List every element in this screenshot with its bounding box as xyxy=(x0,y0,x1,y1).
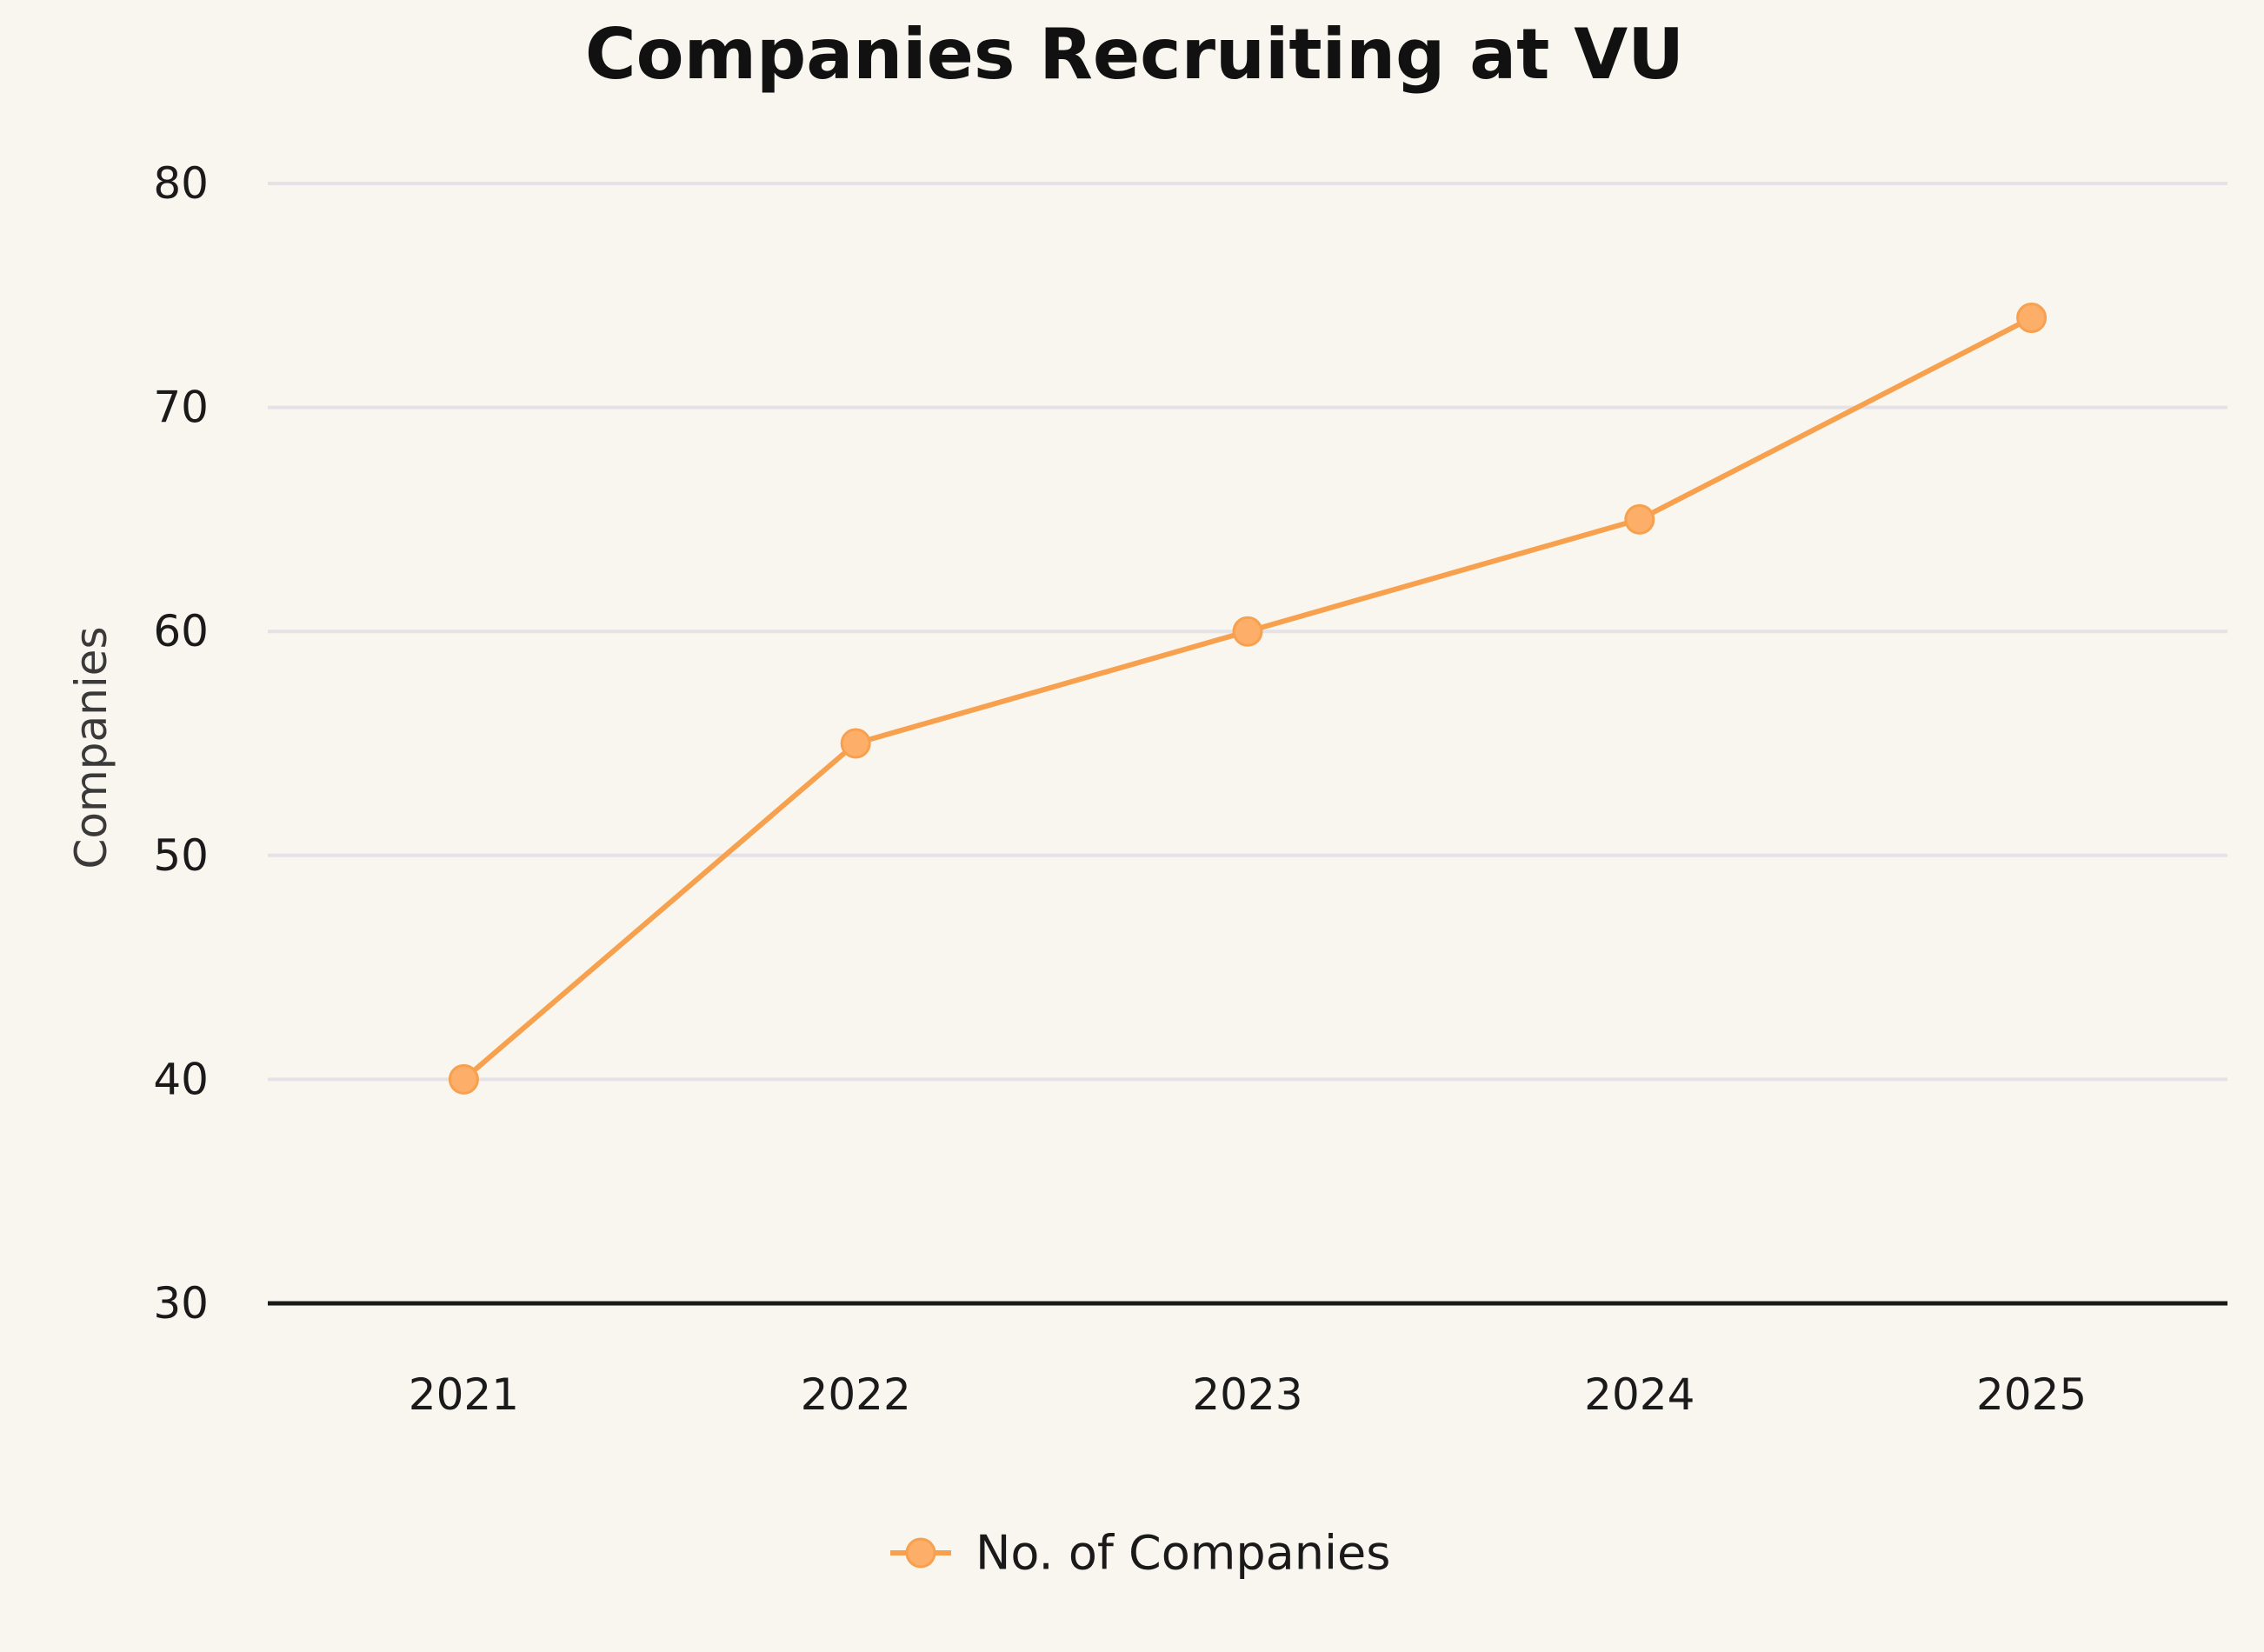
series-no-of-companies xyxy=(448,303,2048,1095)
y-tick-label: 80 xyxy=(153,158,209,209)
series-line xyxy=(462,315,2033,1082)
y-tick-label: 60 xyxy=(153,606,209,656)
legend[interactable]: No. of Companies xyxy=(890,1526,1390,1581)
data-point-2023[interactable] xyxy=(1232,616,1263,647)
y-axis-title: Companies xyxy=(66,627,117,869)
y-tick-label: 50 xyxy=(153,830,209,881)
chart-title: Companies Recruiting at VU xyxy=(585,14,1684,95)
x-tick-label: 2022 xyxy=(801,1369,911,1420)
data-point-2025[interactable] xyxy=(2016,303,2048,334)
x-tick-labels: 2021 2022 2023 2024 2025 xyxy=(409,1369,2087,1420)
data-point-2021[interactable] xyxy=(448,1063,479,1095)
y-tick-label: 40 xyxy=(153,1054,209,1104)
x-tick-label: 2023 xyxy=(1192,1369,1302,1420)
x-tick-label: 2021 xyxy=(409,1369,519,1420)
legend-marker-icon xyxy=(905,1537,936,1569)
legend-label: No. of Companies xyxy=(976,1526,1390,1581)
y-tick-label: 30 xyxy=(153,1278,209,1329)
data-point-2022[interactable] xyxy=(840,728,871,759)
x-tick-label: 2025 xyxy=(1976,1369,2087,1420)
data-point-2024[interactable] xyxy=(1624,503,1655,535)
y-tick-labels: 30 40 50 60 70 80 xyxy=(153,158,209,1329)
x-tick-label: 2024 xyxy=(1584,1369,1695,1420)
y-tick-label: 70 xyxy=(153,383,209,433)
